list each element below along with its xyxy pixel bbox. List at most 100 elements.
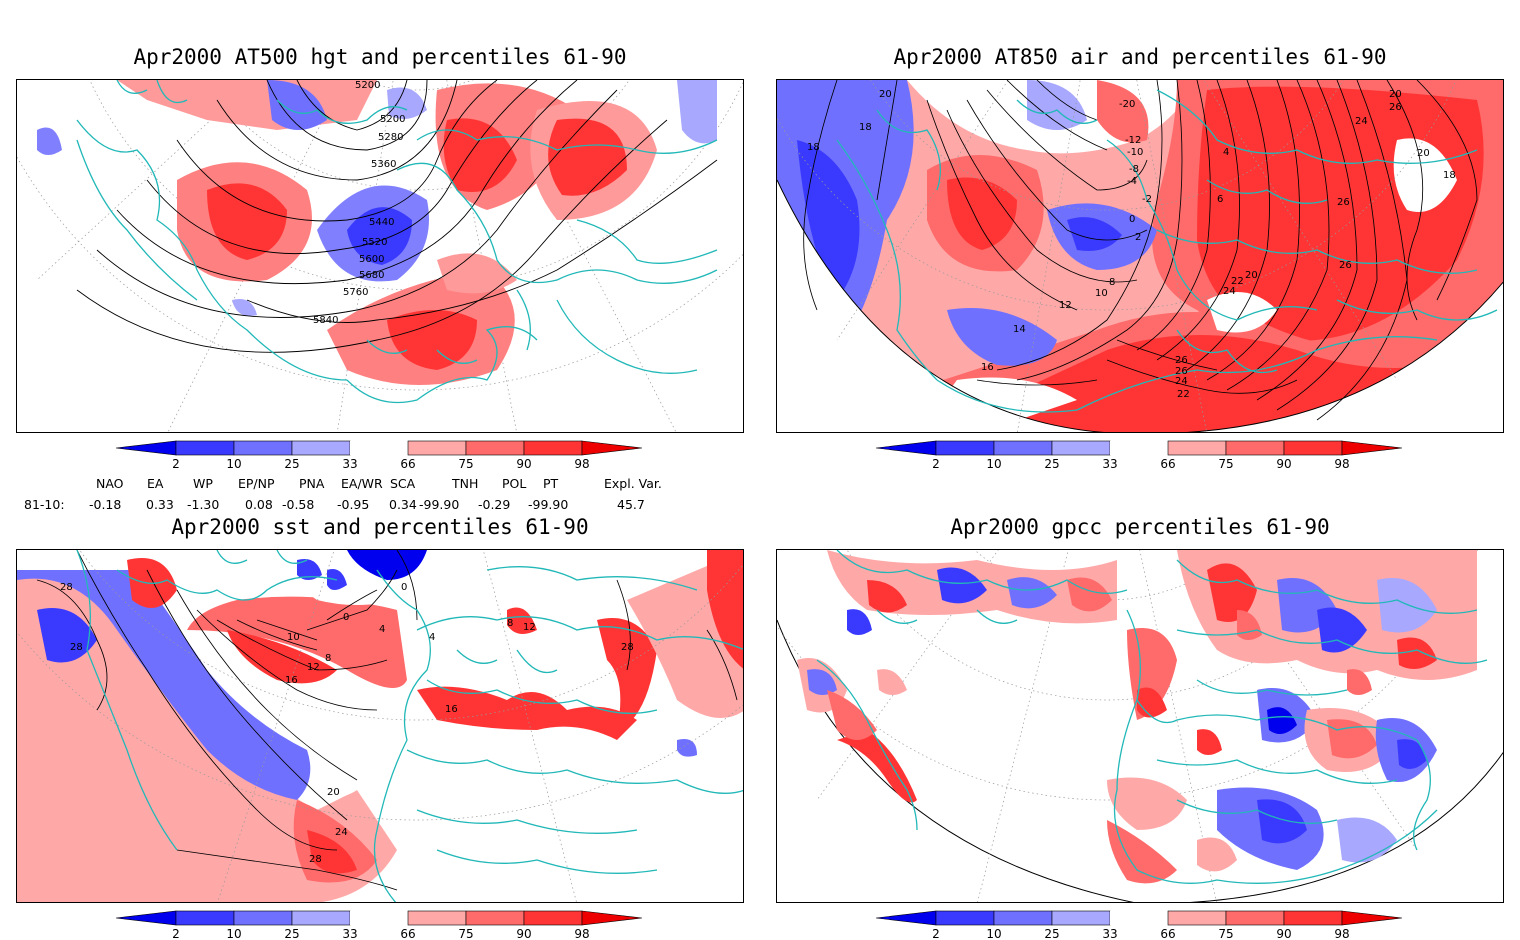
colorbar-swatch <box>523 910 583 926</box>
index-value-nao: -0.18 <box>89 497 122 512</box>
index-header-pna: PNA <box>299 476 325 491</box>
contour-label: 6 <box>1217 194 1223 205</box>
colorbar-arrow-high <box>1341 440 1403 456</box>
contour-label: -2 <box>1142 194 1152 205</box>
contour-label: 5840 <box>313 315 338 326</box>
contour-label: 5520 <box>362 237 387 248</box>
colorbar-tick: 25 <box>284 927 299 940</box>
contour-label: 10 <box>287 632 300 643</box>
coastlines <box>836 89 1498 413</box>
contour-label: -10 <box>1127 147 1143 158</box>
colorbar-bottom-right: 2 10 25 33 66 75 90 98 <box>876 910 1403 940</box>
colorbar-swatch <box>175 440 235 456</box>
colorbar-swatch <box>1167 440 1227 456</box>
contour-label: 20 <box>327 787 340 798</box>
contour-label: 0 <box>1129 214 1135 225</box>
index-header-pt: PT <box>543 476 559 491</box>
contour-label: 5680 <box>359 270 384 281</box>
colorbar-tick: 25 <box>1044 457 1059 470</box>
colorbar-swatch <box>291 440 351 456</box>
colorbar-swatch <box>175 910 235 926</box>
colorbar-swatch <box>407 910 467 926</box>
colorbar-swatch <box>233 440 293 456</box>
contour-label: 28 <box>621 642 634 653</box>
contour-label: 5280 <box>378 132 403 143</box>
colorbar-swatches <box>116 440 643 456</box>
colorbar-tick: 75 <box>1218 927 1233 940</box>
contour-label: 18 <box>807 142 820 153</box>
colorbar-tick: 90 <box>1276 457 1291 470</box>
colorbar-tick: 98 <box>1334 457 1349 470</box>
contour-label: 10 <box>1095 288 1108 299</box>
colorbar-swatches <box>116 910 643 926</box>
colorbar-arrow-high <box>1341 910 1403 926</box>
contour-label: 0 <box>343 612 349 623</box>
colorbar-tick: 90 <box>516 927 531 940</box>
contour-label: 20 <box>1389 89 1402 100</box>
contour-label: 24 <box>1175 376 1188 387</box>
teleconnection-headers: NAO EA WP EP/NP PNA EA/WR SCA TNH POL PT… <box>0 476 760 492</box>
colorbar-tick: 90 <box>516 457 531 470</box>
colorbar-tick: 66 <box>400 927 415 940</box>
percentile-shading <box>797 550 1477 884</box>
contour-label: 26 <box>1389 102 1402 113</box>
colorbar-ticks: 2 10 25 33 66 75 90 98 <box>172 927 589 940</box>
index-value-sca: 0.34 <box>389 497 417 512</box>
contour-label: 8 <box>1109 277 1115 288</box>
contour-label: 8 <box>507 618 513 629</box>
index-header-wp: WP <box>193 476 213 491</box>
panel-title-sst: Apr2000 sst and percentiles 61-90 <box>171 515 589 539</box>
temperature-contours <box>803 80 1478 421</box>
index-value-epnp: 0.08 <box>245 497 273 512</box>
colorbar-tick: 10 <box>226 457 241 470</box>
colorbar-tick: 2 <box>172 927 180 940</box>
colorbar-swatch <box>523 440 583 456</box>
map-panel-hgt: 5200 5200 5280 5360 5440 5520 5600 5680 … <box>16 79 744 433</box>
colorbar-tick: 2 <box>932 457 940 470</box>
teleconnection-values: 81-10: -0.18 0.33 -1.30 0.08 -0.58 -0.95… <box>0 497 760 513</box>
height-contours <box>76 80 718 353</box>
colorbar-top-left: 2 10 25 33 66 75 90 98 <box>116 440 643 470</box>
index-value-pt: -99.90 <box>528 497 569 512</box>
colorbar-arrow-low <box>876 910 937 926</box>
contour-labels: 5200 5200 5280 5360 5440 5520 5600 5680 … <box>313 80 405 326</box>
contour-label: 24 <box>1355 116 1368 127</box>
colorbar-arrow-low <box>116 910 177 926</box>
colorbar-tick: 10 <box>226 927 241 940</box>
colorbar-swatch <box>1225 910 1285 926</box>
contour-label: 4 <box>429 632 435 643</box>
map-panel-gpcc <box>776 549 1504 903</box>
map-panel-air: 20 18 18 -20 -12 -10 -8 -4 -2 0 2 4 6 8 … <box>776 79 1504 433</box>
index-row-label: 81-10: <box>24 497 65 512</box>
contour-label: -20 <box>1119 99 1135 110</box>
panel-title-hgt: Apr2000 AT500 hgt and percentiles 61-90 <box>133 45 627 69</box>
colorbar-arrow-low <box>116 440 177 456</box>
colorbar-swatch <box>407 440 467 456</box>
colorbar-swatch <box>465 440 525 456</box>
contour-label: 16 <box>445 704 458 715</box>
colorbar-tick: 10 <box>986 457 1001 470</box>
colorbar-swatch <box>233 910 293 926</box>
contour-label: 16 <box>285 675 298 686</box>
index-header-pol: POL <box>502 476 527 491</box>
contour-label: -8 <box>1129 164 1139 175</box>
index-value-explvar: 45.7 <box>617 497 645 512</box>
colorbar-arrow-high <box>581 440 643 456</box>
colorbar-tick: 90 <box>1276 927 1291 940</box>
contour-label: -4 <box>1127 176 1137 187</box>
index-header-sca: SCA <box>390 476 416 491</box>
colorbar-swatch <box>1167 910 1227 926</box>
colorbar-tick: 66 <box>1160 457 1175 470</box>
percentile-shading <box>17 550 743 902</box>
contour-label: 12 <box>1059 300 1072 311</box>
contour-label: 26 <box>1175 355 1188 366</box>
contour-label: 5200 <box>355 80 380 91</box>
contour-label: 12 <box>307 662 320 673</box>
colorbar-bottom-left: 2 10 25 33 66 75 90 98 <box>116 910 643 940</box>
sst-contours <box>36 550 738 891</box>
contour-label: 28 <box>60 582 73 593</box>
colorbar-ticks: 2 10 25 33 66 75 90 98 <box>172 457 589 470</box>
contour-label: 5200 <box>380 114 405 125</box>
colorbar-swatch <box>1051 440 1111 456</box>
percentile-shading <box>37 80 717 385</box>
